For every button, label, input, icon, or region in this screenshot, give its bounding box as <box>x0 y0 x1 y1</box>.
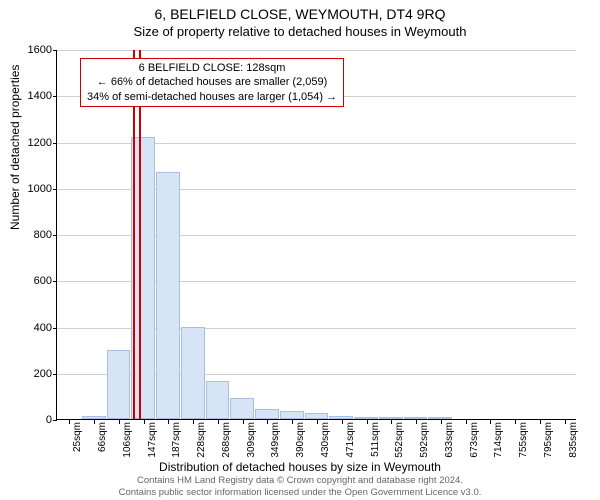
y-tick-label: 1000 <box>12 183 52 195</box>
x-tick-label: 795sqm <box>543 422 554 458</box>
x-tick-label: 349sqm <box>270 422 281 458</box>
x-tick-mark <box>218 420 219 424</box>
y-tick-label: 1600 <box>12 44 52 56</box>
y-tick-label: 600 <box>12 275 52 287</box>
y-tick-label: 400 <box>12 322 52 334</box>
x-tick-mark <box>466 420 467 424</box>
x-axis-label: Distribution of detached houses by size … <box>0 460 600 474</box>
x-tick-label: 430sqm <box>320 422 331 458</box>
y-tick-label: 200 <box>12 368 52 380</box>
x-tick-label: 228sqm <box>196 422 207 458</box>
x-tick-mark <box>416 420 417 424</box>
annotation-box: 6 BELFIELD CLOSE: 128sqm ← 66% of detach… <box>80 58 344 107</box>
x-tick-mark <box>490 420 491 424</box>
x-tick-label: 106sqm <box>122 422 133 458</box>
x-tick-label: 268sqm <box>221 422 232 458</box>
histogram-bar <box>428 417 452 419</box>
y-tick-mark <box>53 189 57 190</box>
histogram-bar <box>230 398 254 419</box>
x-tick-mark <box>565 420 566 424</box>
x-tick-mark <box>69 420 70 424</box>
x-tick-mark <box>540 420 541 424</box>
y-tick-mark <box>53 143 57 144</box>
x-tick-mark <box>144 420 145 424</box>
x-tick-mark <box>243 420 244 424</box>
x-tick-label: 309sqm <box>246 422 257 458</box>
x-tick-mark <box>317 420 318 424</box>
histogram-bar <box>156 172 180 419</box>
y-tick-label: 1400 <box>12 90 52 102</box>
page-title: 6, BELFIELD CLOSE, WEYMOUTH, DT4 9RQ <box>0 0 600 22</box>
y-tick-mark <box>53 374 57 375</box>
x-tick-label: 25sqm <box>72 422 83 452</box>
histogram-bar <box>404 417 428 419</box>
histogram-bar <box>107 350 131 419</box>
x-tick-mark <box>515 420 516 424</box>
x-tick-mark <box>367 420 368 424</box>
annotation-line2: ← 66% of detached houses are smaller (2,… <box>87 75 337 89</box>
x-tick-mark <box>94 420 95 424</box>
y-tick-mark <box>53 96 57 97</box>
x-tick-mark <box>441 420 442 424</box>
footer-attribution: Contains HM Land Registry data © Crown c… <box>0 475 600 498</box>
annotation-line3: 34% of semi-detached houses are larger (… <box>87 90 337 104</box>
y-tick-label: 800 <box>12 229 52 241</box>
histogram-bar <box>181 327 205 420</box>
x-tick-mark <box>168 420 169 424</box>
x-tick-label: 552sqm <box>394 422 405 458</box>
histogram-bar <box>379 417 403 419</box>
y-tick-label: 1200 <box>12 137 52 149</box>
y-tick-mark <box>53 420 57 421</box>
x-tick-label: 633sqm <box>444 422 455 458</box>
y-tick-mark <box>53 50 57 51</box>
x-tick-label: 673sqm <box>469 422 480 458</box>
histogram-bar <box>354 417 378 419</box>
y-tick-label: 0 <box>12 414 52 426</box>
x-tick-label: 592sqm <box>419 422 430 458</box>
y-tick-mark <box>53 235 57 236</box>
x-tick-mark <box>119 420 120 424</box>
histogram-bar <box>82 416 106 419</box>
x-tick-label: 147sqm <box>147 422 158 458</box>
x-tick-mark <box>193 420 194 424</box>
annotation-line1: 6 BELFIELD CLOSE: 128sqm <box>87 61 337 75</box>
x-tick-label: 471sqm <box>345 422 356 458</box>
footer-line1: Contains HM Land Registry data © Crown c… <box>0 475 600 486</box>
x-tick-mark <box>292 420 293 424</box>
x-tick-label: 66sqm <box>97 422 108 452</box>
x-tick-label: 187sqm <box>171 422 182 458</box>
y-tick-mark <box>53 281 57 282</box>
y-tick-mark <box>53 328 57 329</box>
x-tick-label: 511sqm <box>370 422 381 457</box>
histogram-bar <box>206 381 230 419</box>
x-tick-mark <box>342 420 343 424</box>
x-tick-mark <box>391 420 392 424</box>
x-tick-label: 755sqm <box>518 422 529 458</box>
histogram-bar <box>280 411 304 419</box>
x-tick-label: 835sqm <box>568 422 579 458</box>
x-tick-mark <box>267 420 268 424</box>
x-tick-label: 714sqm <box>493 422 504 458</box>
histogram-bar <box>255 409 279 419</box>
page-subtitle: Size of property relative to detached ho… <box>0 22 600 39</box>
x-tick-label: 390sqm <box>295 422 306 458</box>
footer-line2: Contains public sector information licen… <box>0 487 600 498</box>
histogram-bar <box>305 413 329 419</box>
histogram-bar <box>329 416 353 419</box>
